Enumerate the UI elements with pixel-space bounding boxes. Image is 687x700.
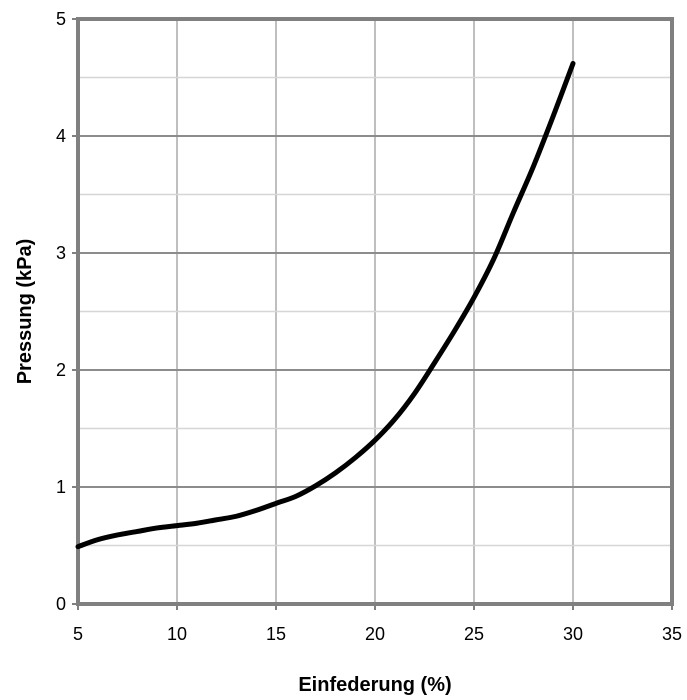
series-group	[75, 60, 576, 550]
y-axis-tick-labels: 0 1 2 3 4 5	[56, 9, 66, 614]
y-tick-label: 4	[56, 126, 66, 146]
data-series-line	[75, 60, 576, 550]
x-tick-label: 15	[266, 624, 286, 644]
x-tick-label: 5	[73, 624, 83, 644]
x-axis-tick-labels: 5 10 15 20 25 30 35	[73, 624, 682, 644]
y-tick-label: 5	[56, 9, 66, 29]
x-tick-label: 20	[365, 624, 385, 644]
y-tick-label: 3	[56, 243, 66, 263]
x-axis-title: Einfederung (%)	[298, 674, 451, 696]
x-tick-label: 35	[662, 624, 682, 644]
x-tick-label: 10	[167, 624, 187, 644]
axis-ticks	[72, 18, 673, 610]
y-tick-label: 0	[56, 594, 66, 614]
y-axis-title: Pressung (kPa)	[14, 239, 36, 385]
grid-lines	[77, 18, 673, 605]
x-tick-label: 30	[563, 624, 583, 644]
y-tick-label: 1	[56, 477, 66, 497]
x-tick-label: 25	[464, 624, 484, 644]
y-tick-label: 2	[56, 360, 66, 380]
